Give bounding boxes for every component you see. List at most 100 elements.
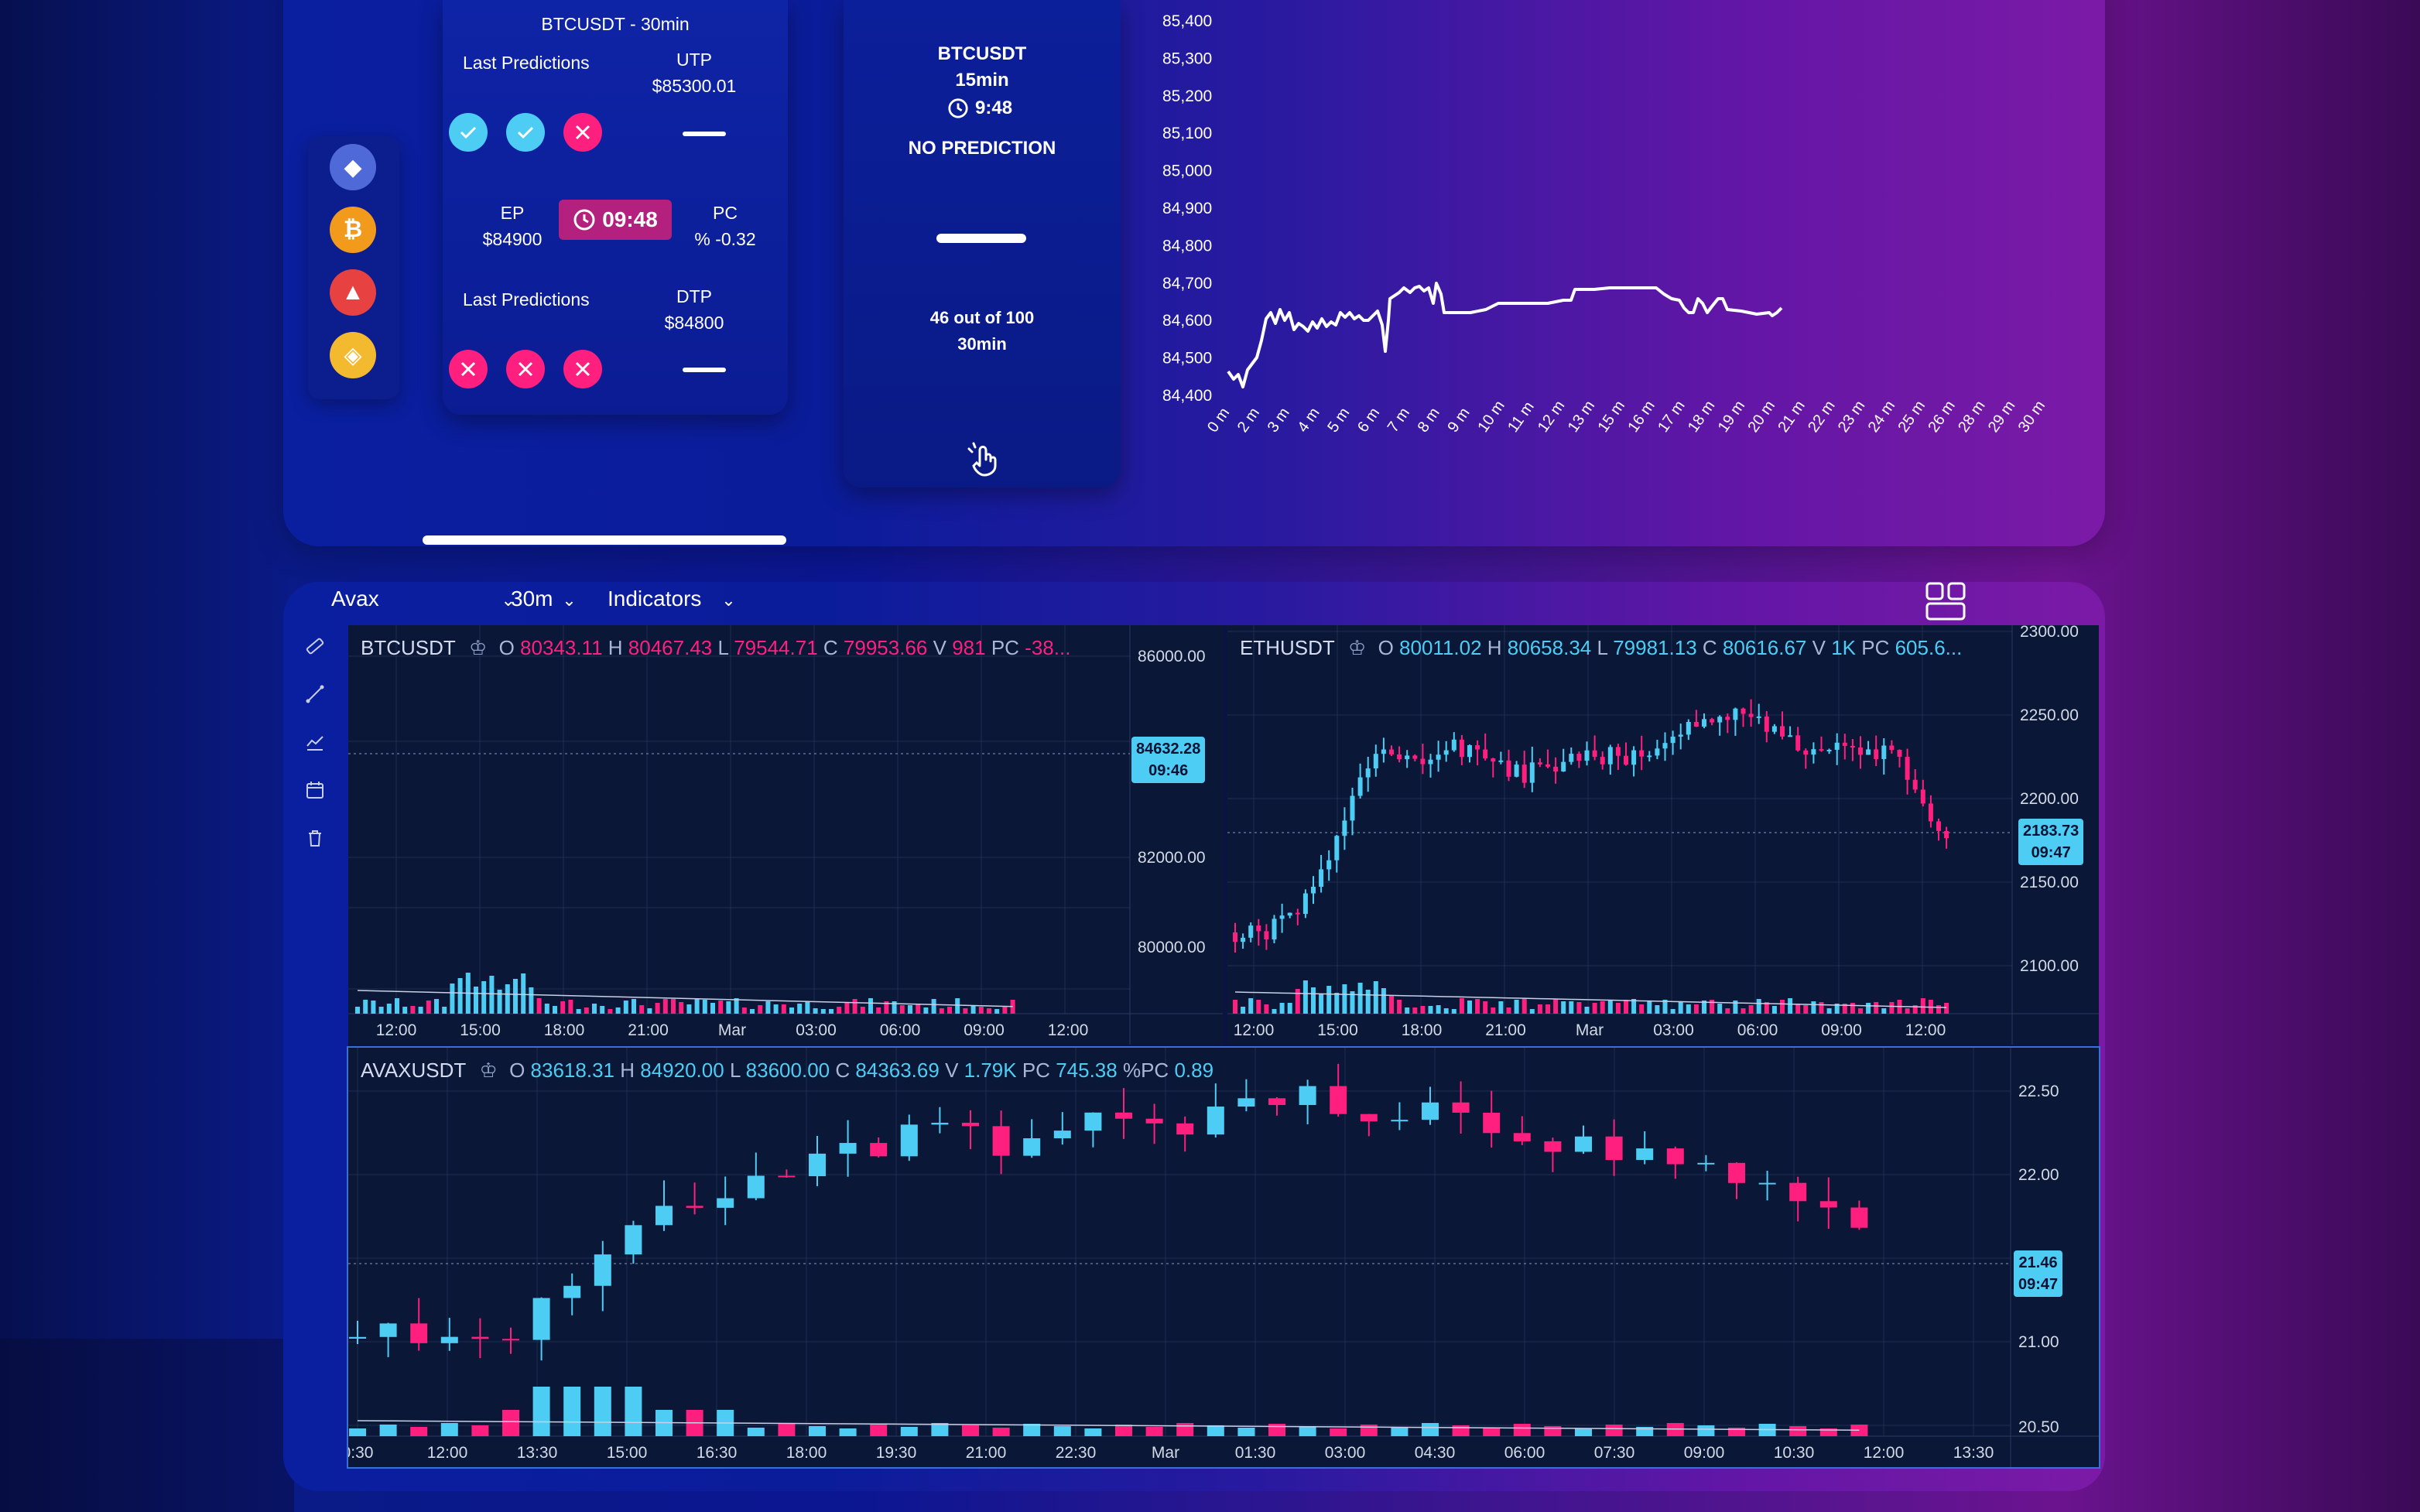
candle [1422,1102,1439,1120]
volume-bar [1771,1006,1777,1014]
x-tick-label: 8 m [1415,405,1443,436]
x-tick-label: 12:00 [1048,1021,1089,1039]
indicators-select[interactable]: Indicators ⌄ [608,587,736,611]
volume-bar [349,1428,366,1436]
x-tick-label: 23 m [1835,398,1869,436]
btc-chart-pane[interactable]: 86000.00 82000.00 80000.00 12:00 15:00 18:00 2… [348,625,1223,1045]
bnb-icon[interactable]: ◈ [330,332,376,378]
volume-bar [1697,1425,1715,1436]
y-tick-label: 84,400 [1162,387,1212,405]
volume-bar [1592,1003,1597,1014]
volume-bar [1521,998,1527,1014]
pct-value: 0.89 [1174,1059,1214,1082]
volume-bar [1866,1003,1871,1014]
volume-bar [1741,1008,1746,1014]
volume-bar [594,1387,611,1436]
volume-bar [1279,1003,1285,1014]
low-value: 79981.13 [1613,636,1697,659]
x-tick-label: 03:00 [1653,1021,1694,1039]
volume-bar [1717,1004,1723,1014]
volume-bar [931,999,936,1014]
candle [1569,754,1574,762]
avax-chart-pane[interactable]: 22.50 22.00 21.00 20.50 0:30 12:00 13:30 15:00 1… [347,1046,2100,1469]
candle [1733,708,1738,720]
symbol-select[interactable]: Avax ⌄ [331,587,515,611]
volume-bar [899,1005,905,1014]
volume-bar [1299,1426,1316,1436]
volume-bar [734,998,739,1014]
np-dash [936,234,1026,243]
candle [1655,748,1660,756]
btc-ohlc-header: BTCUSDT ♔ O 80343.11 H 80467.43 L 79544.… [361,636,1070,660]
prediction-card: BTCUSDT - 30min Last Predictions UTP $85… [443,0,788,415]
candle [1639,750,1645,757]
candle [686,1206,703,1208]
ruler-icon[interactable] [303,635,327,658]
candle [1389,749,1394,754]
volume-bar [1326,986,1332,1014]
candle [1771,726,1777,732]
np-status: NO PREDICTION [908,138,1056,159]
volume-bar [1733,1001,1738,1014]
volume-bar [1334,993,1340,1014]
candle [1452,1102,1470,1113]
trend-line-icon[interactable] [303,682,327,706]
x-tick-label: 30 m [2015,398,2049,436]
ethereum-icon[interactable]: ◆ [330,144,376,190]
candle [1513,1133,1531,1141]
avalanche-icon[interactable]: ▲ [330,269,376,316]
eth-chart-pane[interactable]: 2300.00 2250.00 2200.00 2150.00 2100.00 12:00… [1227,625,2099,1045]
y-tick-label: 85,100 [1162,125,1212,142]
trash-icon[interactable] [303,826,327,850]
close-value: 84363.69 [855,1059,940,1082]
volume-bar [1115,1425,1132,1436]
candle [1326,860,1332,870]
volume-value: 1.79K [964,1059,1017,1082]
volume-bar [1615,1003,1621,1014]
indicator-line-icon[interactable] [303,730,327,754]
layout-grid-icon[interactable] [1925,582,1966,621]
volume-bar [1842,1004,1847,1014]
calendar-icon[interactable] [303,778,327,802]
pane-symbol: BTCUSDT [361,636,456,659]
volume-bar [442,1007,447,1014]
candle [594,1254,611,1286]
candle [1053,1131,1071,1138]
y-tick-label: 84,600 [1162,312,1212,330]
close-value: 80616.67 [1722,636,1807,659]
candle [1756,716,1761,718]
x-tick-label: 13:30 [1953,1444,1994,1462]
volume-bar [970,1006,976,1014]
candle [1436,754,1441,760]
interval-select[interactable]: 30m ⌄ [511,587,577,611]
candle [1728,1162,1745,1183]
volume-bar [1422,1423,1439,1436]
candle [1850,745,1855,748]
candle [1311,887,1316,894]
volume-bar [553,1006,557,1014]
candle [1788,735,1793,737]
candle [1850,1207,1868,1228]
candle [1467,745,1472,758]
avax-ohlc-header: AVAXUSDT ♔ O 83618.31 H 84920.00 L 83600… [361,1059,1213,1083]
volume-bar [600,1006,605,1014]
volume-bar [632,999,636,1014]
coin-selector: ◆ ₿ ▲ ◈ [308,136,399,399]
candle [1670,736,1676,744]
y-tick-label: 80000.00 [1138,939,1206,956]
np-time-value: 9:48 [975,97,1013,118]
candle [1780,726,1785,737]
volume-bar [584,1007,589,1014]
x-tick-label: 15:00 [460,1021,501,1039]
volume-bar [860,1007,865,1014]
carousel-scrollbar[interactable] [423,535,786,545]
price-tag-value: 21.46 [2018,1254,2058,1271]
candle [1084,1112,1102,1131]
candle [1506,760,1511,777]
tap-icon[interactable] [966,441,1001,477]
bitcoin-icon[interactable]: ₿ [330,207,376,253]
candle [778,1175,796,1178]
volume-bar [679,1002,684,1014]
candle [1443,750,1449,755]
avax-candlestick-chart: 22.50 22.00 21.00 20.50 0:30 12:00 13:30 15:00 1… [348,1048,2099,1467]
